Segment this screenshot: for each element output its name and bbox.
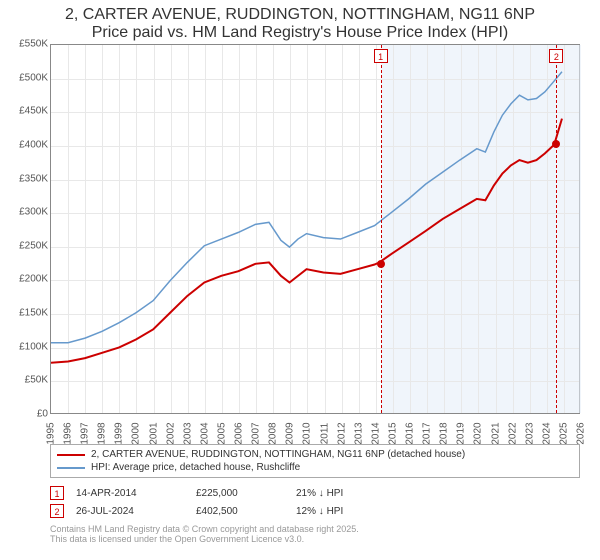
legend-swatch-2 — [57, 467, 85, 469]
transaction-dot — [552, 140, 560, 148]
y-axis-label: £350K — [4, 173, 48, 184]
x-axis-label: 2010 — [302, 422, 313, 444]
y-axis-label: £400K — [4, 139, 48, 150]
y-axis-label: £100K — [4, 341, 48, 352]
footnote: Contains HM Land Registry data © Crown c… — [50, 524, 580, 544]
transaction-marker: 2 — [549, 49, 563, 63]
x-axis-label: 2017 — [422, 422, 433, 444]
x-axis-label: 2009 — [285, 422, 296, 444]
x-axis-label: 2020 — [473, 422, 484, 444]
y-axis-label: £0 — [4, 409, 48, 420]
x-axis-label: 2018 — [439, 422, 450, 444]
x-axis-label: 1995 — [46, 422, 57, 444]
chart-title: 2, CARTER AVENUE, RUDDINGTON, NOTTINGHAM… — [0, 0, 600, 46]
y-axis-label: £450K — [4, 106, 48, 117]
legend-label-2: HPI: Average price, detached house, Rush… — [91, 462, 300, 473]
x-axis-label: 2000 — [131, 422, 142, 444]
x-axis-label: 2007 — [251, 422, 262, 444]
footnote-line2: This data is licensed under the Open Gov… — [50, 534, 580, 544]
y-axis-label: £300K — [4, 207, 48, 218]
transaction-row: 2 26-JUL-2024£402,50012% ↓ HPI — [50, 502, 580, 520]
title-line1: 2, CARTER AVENUE, RUDDINGTON, NOTTINGHAM… — [10, 6, 590, 24]
transaction-num-box: 2 — [50, 504, 64, 518]
legend-label-1: 2, CARTER AVENUE, RUDDINGTON, NOTTINGHAM… — [91, 449, 465, 460]
x-axis-label: 2004 — [199, 422, 210, 444]
legend-and-table: 2, CARTER AVENUE, RUDDINGTON, NOTTINGHAM… — [50, 444, 580, 544]
footnote-line1: Contains HM Land Registry data © Crown c… — [50, 524, 580, 534]
y-axis-label: £250K — [4, 240, 48, 251]
transaction-price: £402,500 — [196, 506, 296, 517]
x-axis-label: 2015 — [387, 422, 398, 444]
transaction-delta: 12% ↓ HPI — [296, 506, 406, 517]
y-axis-label: £500K — [4, 72, 48, 83]
x-axis-label: 2024 — [541, 422, 552, 444]
x-axis-label: 2011 — [319, 423, 330, 445]
transaction-row: 1 14-APR-2014£225,00021% ↓ HPI — [50, 484, 580, 502]
series-line-price_paid — [51, 119, 562, 363]
x-axis-label: 1999 — [114, 422, 125, 444]
transaction-marker: 1 — [374, 49, 388, 63]
transaction-date: 26-JUL-2024 — [76, 506, 196, 517]
y-axis-label: £150K — [4, 308, 48, 319]
x-axis-label: 2014 — [370, 422, 381, 444]
transaction-delta: 21% ↓ HPI — [296, 488, 406, 499]
transaction-dot — [377, 260, 385, 268]
legend-box: 2, CARTER AVENUE, RUDDINGTON, NOTTINGHAM… — [50, 444, 580, 478]
x-axis-label: 1997 — [80, 422, 91, 444]
legend-row-series2: HPI: Average price, detached house, Rush… — [57, 461, 573, 474]
x-axis-label: 2002 — [165, 422, 176, 444]
x-axis-label: 2005 — [216, 422, 227, 444]
x-axis-label: 1996 — [63, 422, 74, 444]
x-axis-label: 2006 — [234, 422, 245, 444]
chart-plot-area: 1995199619971998199920002001200220032004… — [50, 44, 580, 414]
x-axis-label: 2022 — [507, 422, 518, 444]
legend-row-series1: 2, CARTER AVENUE, RUDDINGTON, NOTTINGHAM… — [57, 448, 573, 461]
y-axis-label: £50K — [4, 375, 48, 386]
transaction-price: £225,000 — [196, 488, 296, 499]
x-axis-label: 2026 — [576, 422, 587, 444]
x-axis-label: 1998 — [97, 422, 108, 444]
legend-swatch-1 — [57, 454, 85, 456]
chart-lines-svg — [51, 45, 579, 413]
series-line-hpi — [51, 72, 562, 343]
x-axis-label: 2021 — [490, 422, 501, 444]
x-axis-label: 2012 — [336, 422, 347, 444]
title-line2: Price paid vs. HM Land Registry's House … — [10, 24, 590, 42]
transaction-vline — [381, 45, 382, 413]
x-axis-label: 2013 — [353, 422, 364, 444]
transaction-date: 14-APR-2014 — [76, 488, 196, 499]
y-axis-label: £550K — [4, 39, 48, 50]
x-axis-label: 2016 — [405, 422, 416, 444]
x-axis-label: 2025 — [558, 422, 569, 444]
x-axis-label: 2008 — [268, 422, 279, 444]
x-axis-label: 2001 — [148, 422, 159, 444]
x-axis-label: 2019 — [456, 422, 467, 444]
y-axis-label: £200K — [4, 274, 48, 285]
transaction-num-box: 1 — [50, 486, 64, 500]
x-axis-label: 2003 — [182, 422, 193, 444]
transaction-vline — [556, 45, 557, 413]
transactions-table: 1 14-APR-2014£225,00021% ↓ HPI 2 26-JUL-202… — [50, 484, 580, 520]
x-axis-label: 2023 — [524, 422, 535, 444]
